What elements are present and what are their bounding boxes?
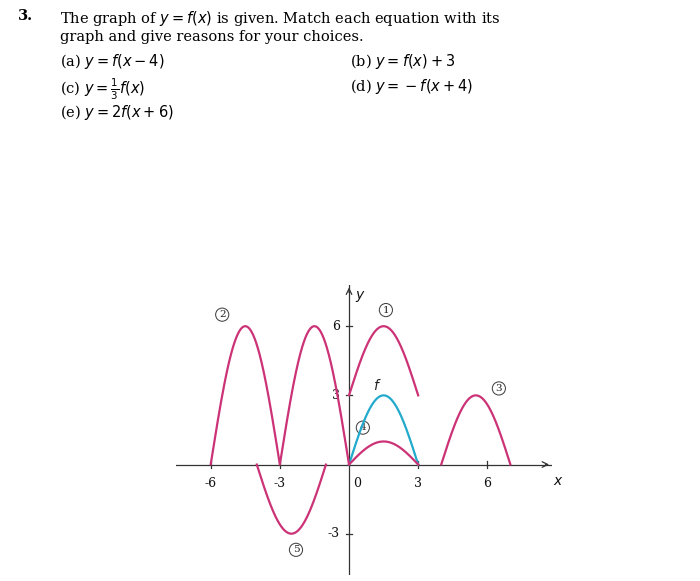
Text: 3: 3 [332,389,340,402]
Text: $f$: $f$ [373,378,382,393]
Text: 6: 6 [332,320,340,333]
Text: 0: 0 [354,477,362,490]
Text: graph and give reasons for your choices.: graph and give reasons for your choices. [60,30,363,44]
Text: (a) $y = f(x - 4)$: (a) $y = f(x - 4)$ [60,52,164,71]
Text: 1: 1 [383,306,389,314]
Text: 2: 2 [219,310,225,319]
Text: 5: 5 [293,546,300,554]
Text: (d) $y = -f(x + 4)$: (d) $y = -f(x + 4)$ [350,77,473,96]
Text: 6: 6 [483,477,491,490]
Text: 3: 3 [414,477,422,490]
Text: -3: -3 [274,477,286,490]
Text: 3.: 3. [18,9,33,23]
Text: 4: 4 [360,423,366,432]
Text: -3: -3 [328,527,340,540]
Text: -6: -6 [204,477,217,490]
Text: (b) $y = f(x) + 3$: (b) $y = f(x) + 3$ [350,52,455,71]
Text: $y$: $y$ [355,289,365,304]
Text: 3: 3 [496,384,502,393]
Text: The graph of $y = f(x)$ is given. Match each equation with its: The graph of $y = f(x)$ is given. Match … [60,9,500,28]
Text: $x$: $x$ [553,474,564,487]
Text: (e) $y = 2f(x + 6)$: (e) $y = 2f(x + 6)$ [60,103,174,123]
Text: (c) $y = \frac{1}{3} f(x)$: (c) $y = \frac{1}{3} f(x)$ [60,77,145,102]
